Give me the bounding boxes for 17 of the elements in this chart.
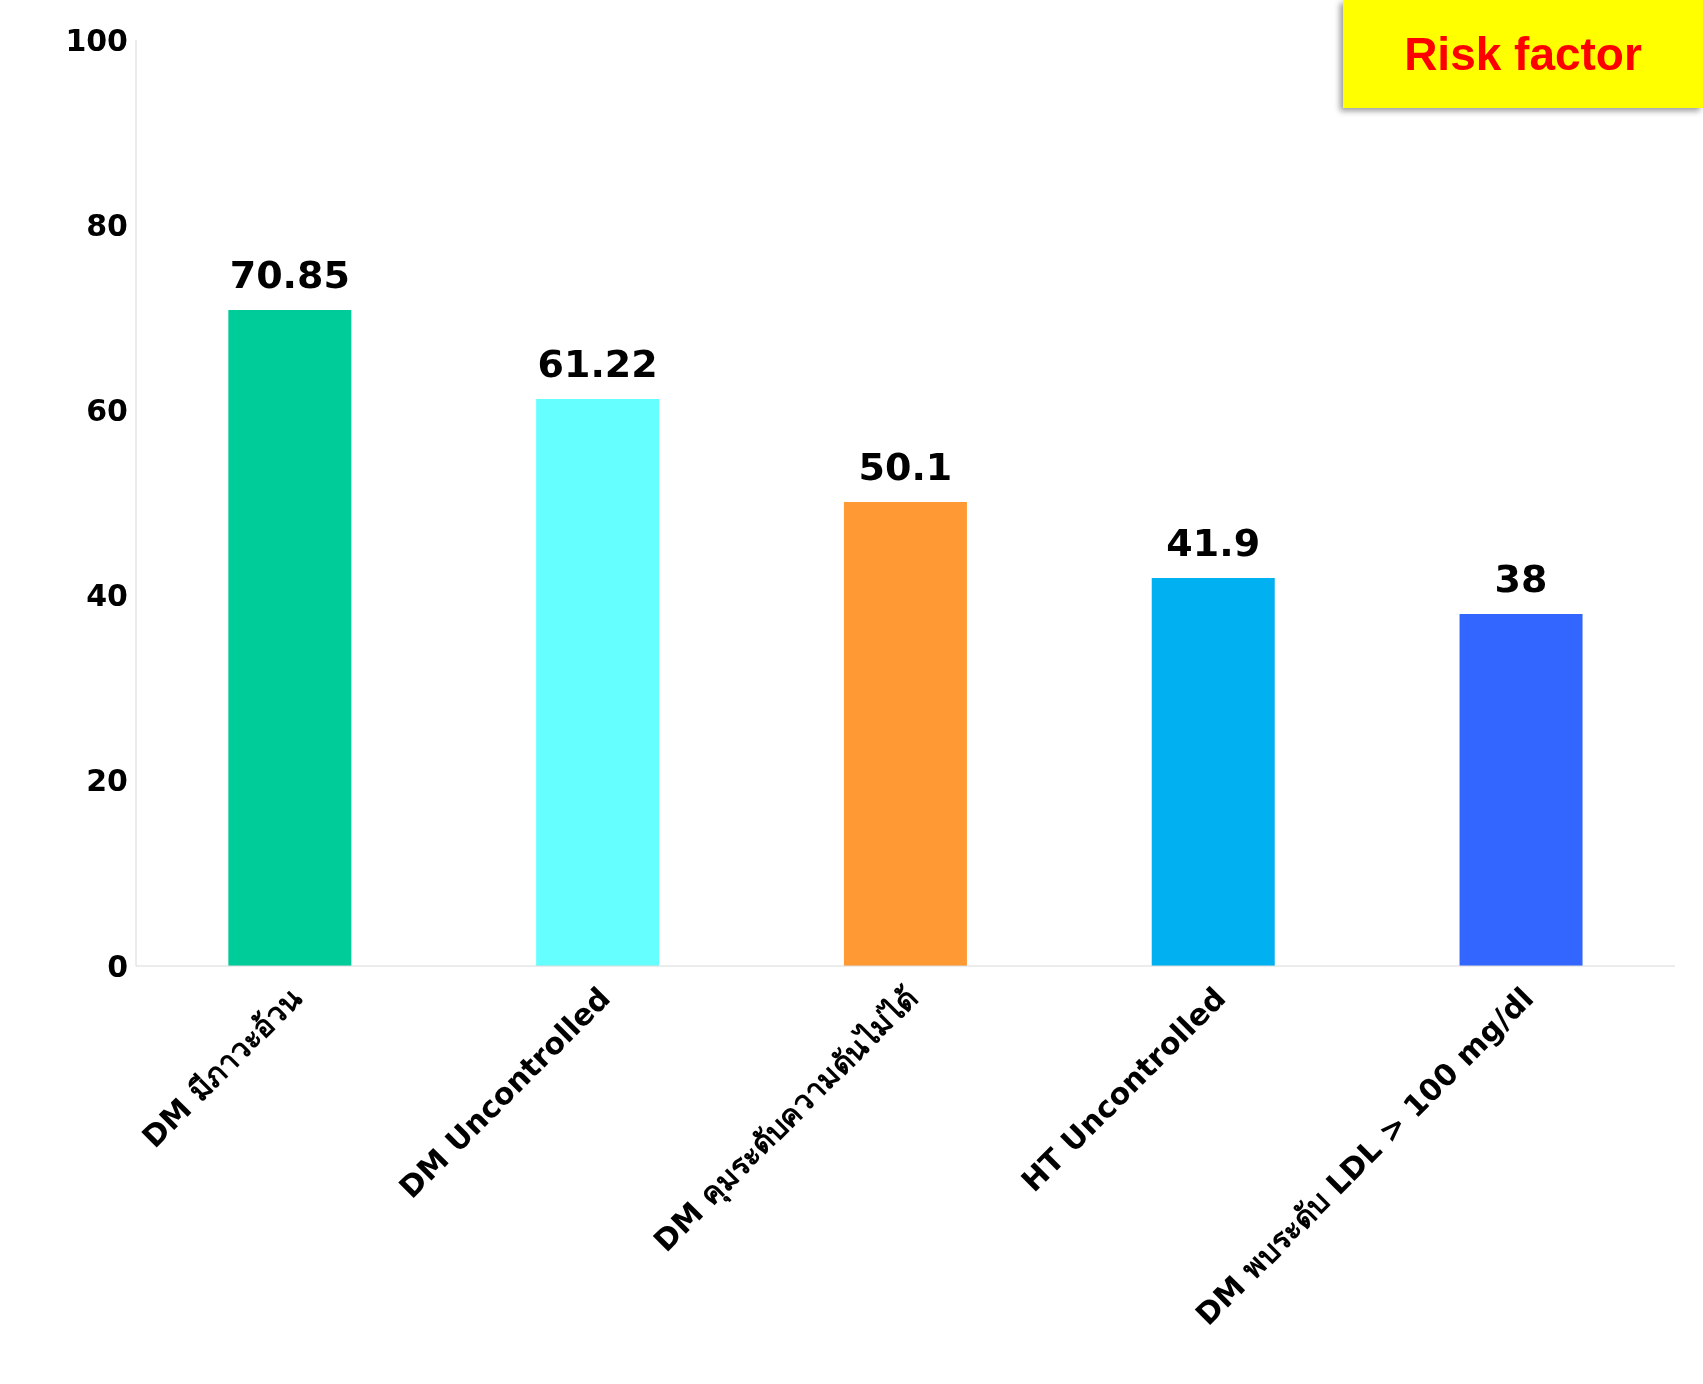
chart-title: Risk factor <box>1343 0 1703 108</box>
bar <box>228 309 352 966</box>
bar <box>536 399 660 966</box>
bar <box>1151 578 1275 966</box>
data-label: 61.22 <box>537 342 658 387</box>
bar <box>1459 614 1583 966</box>
y-tick-label: 60 <box>86 393 128 429</box>
bar <box>843 502 967 966</box>
y-tick-label: 0 <box>107 948 128 984</box>
y-tick-label: 100 <box>65 22 128 58</box>
data-label: 70.85 <box>229 252 350 297</box>
y-tick-label: 80 <box>86 207 128 243</box>
data-label: 38 <box>1494 557 1548 602</box>
data-label: 41.9 <box>1166 521 1261 566</box>
data-label: 50.1 <box>858 445 953 490</box>
y-tick-label: 40 <box>86 578 128 614</box>
y-tick-label: 20 <box>86 763 128 799</box>
